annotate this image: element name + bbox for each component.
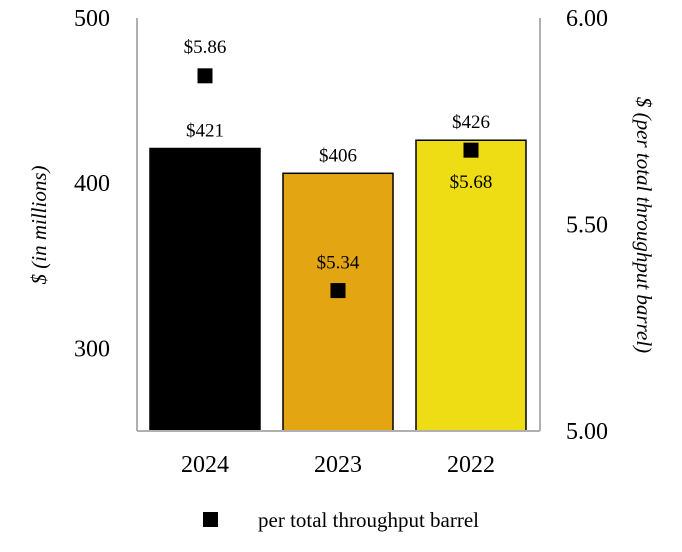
left-axis-title: $ (in millions) bbox=[27, 165, 51, 284]
bar-2022 bbox=[415, 139, 527, 432]
legend-label: per total throughput barrel bbox=[258, 508, 479, 532]
x-tick-label: 2023 bbox=[314, 452, 362, 478]
marker-value-label: $5.86 bbox=[184, 37, 227, 58]
right-tick-label: 5.00 bbox=[566, 419, 608, 445]
marker-value-label: $5.34 bbox=[317, 253, 360, 274]
right-axis-title: $ (per total throughput barrel) bbox=[632, 97, 656, 353]
left-axis-ticks: 300 400 500 bbox=[74, 6, 110, 362]
marker-value-label: $5.68 bbox=[450, 172, 493, 193]
bar-value-label: $426 bbox=[452, 112, 490, 133]
right-tick-label: 6.00 bbox=[566, 6, 608, 32]
right-axis: 5.00 5.50 6.00 $ (per total throughput bar… bbox=[539, 6, 656, 445]
left-tick-label: 500 bbox=[74, 6, 110, 32]
left-axis: 300 400 500 $ (in millions) bbox=[27, 6, 138, 431]
right-axis-ticks: 5.00 5.50 6.00 bbox=[566, 6, 608, 445]
bar-2023 bbox=[282, 172, 394, 432]
left-tick-label: 300 bbox=[74, 336, 110, 362]
marker-2024 bbox=[197, 68, 213, 84]
x-axis-tick-labels: 2024 2023 2022 bbox=[181, 452, 495, 478]
bar-series: $421 $406 $426 bbox=[149, 112, 527, 432]
marker-series: $5.86 $5.34 $5.68 bbox=[184, 37, 493, 299]
left-tick-label: 400 bbox=[74, 171, 110, 197]
marker-2022 bbox=[463, 142, 479, 158]
bar-value-label: $421 bbox=[186, 121, 224, 142]
right-tick-label: 5.50 bbox=[566, 213, 608, 239]
marker-2023 bbox=[330, 283, 346, 299]
legend: per total throughput barrel bbox=[203, 508, 479, 532]
x-tick-label: 2024 bbox=[181, 452, 229, 478]
bar-2024 bbox=[149, 147, 261, 432]
x-tick-label: 2022 bbox=[447, 452, 495, 478]
bar-value-label: $406 bbox=[319, 145, 357, 166]
legend-square-marker bbox=[203, 512, 218, 527]
